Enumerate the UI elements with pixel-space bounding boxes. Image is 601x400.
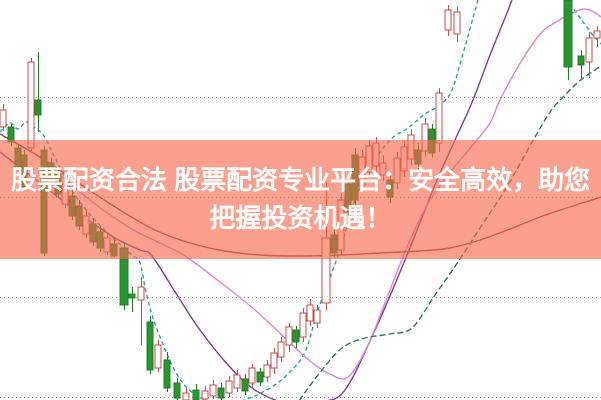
candlestick-up	[225, 380, 233, 394]
candlestick-down	[256, 371, 264, 383]
candlestick-down	[173, 382, 181, 399]
candlestick-down	[241, 378, 249, 392]
candlestick-down	[217, 387, 225, 399]
candlestick-down	[563, 0, 573, 68]
candlestick-up	[233, 374, 241, 389]
candlestick-up	[209, 384, 217, 397]
candlestick-up	[435, 92, 443, 144]
candlestick-down	[292, 329, 300, 343]
candlestick-down	[192, 389, 200, 400]
candlestick-up	[0, 109, 7, 128]
candlestick-up	[277, 341, 285, 358]
candlestick-up	[306, 304, 314, 322]
candlestick-up	[444, 9, 452, 31]
candlestick-up	[593, 30, 601, 39]
candlestick-up	[453, 11, 461, 35]
candlestick-up	[27, 61, 35, 149]
ma-long-darkgreen	[298, 65, 601, 400]
candlestick-up	[201, 390, 209, 400]
promo-banner-overlay: 股票配资合法 股票配资专业平台：安全高效，助您 把握投资机遇！	[0, 140, 601, 259]
candlestick-down	[146, 321, 154, 371]
banner-text-line1: 股票配资合法 股票配资专业平台：安全高效，助您	[10, 165, 591, 195]
banner-text-line2: 把握投资机遇！	[209, 203, 392, 233]
candlestick-up	[313, 309, 321, 324]
candlestick-down	[163, 359, 171, 389]
candlestick-up	[154, 344, 162, 369]
candlestick-up	[585, 37, 593, 63]
candlestick-up	[270, 352, 278, 369]
candlestick-down	[34, 99, 42, 116]
candlestick-up	[285, 326, 293, 346]
candlestick-up	[182, 392, 190, 400]
candlestick-down	[128, 293, 136, 299]
candlestick-down	[577, 55, 585, 66]
candlestick-up	[263, 364, 271, 378]
candlestick-up	[137, 286, 145, 301]
candlestick-up	[248, 367, 256, 384]
candlestick-up	[299, 312, 307, 338]
